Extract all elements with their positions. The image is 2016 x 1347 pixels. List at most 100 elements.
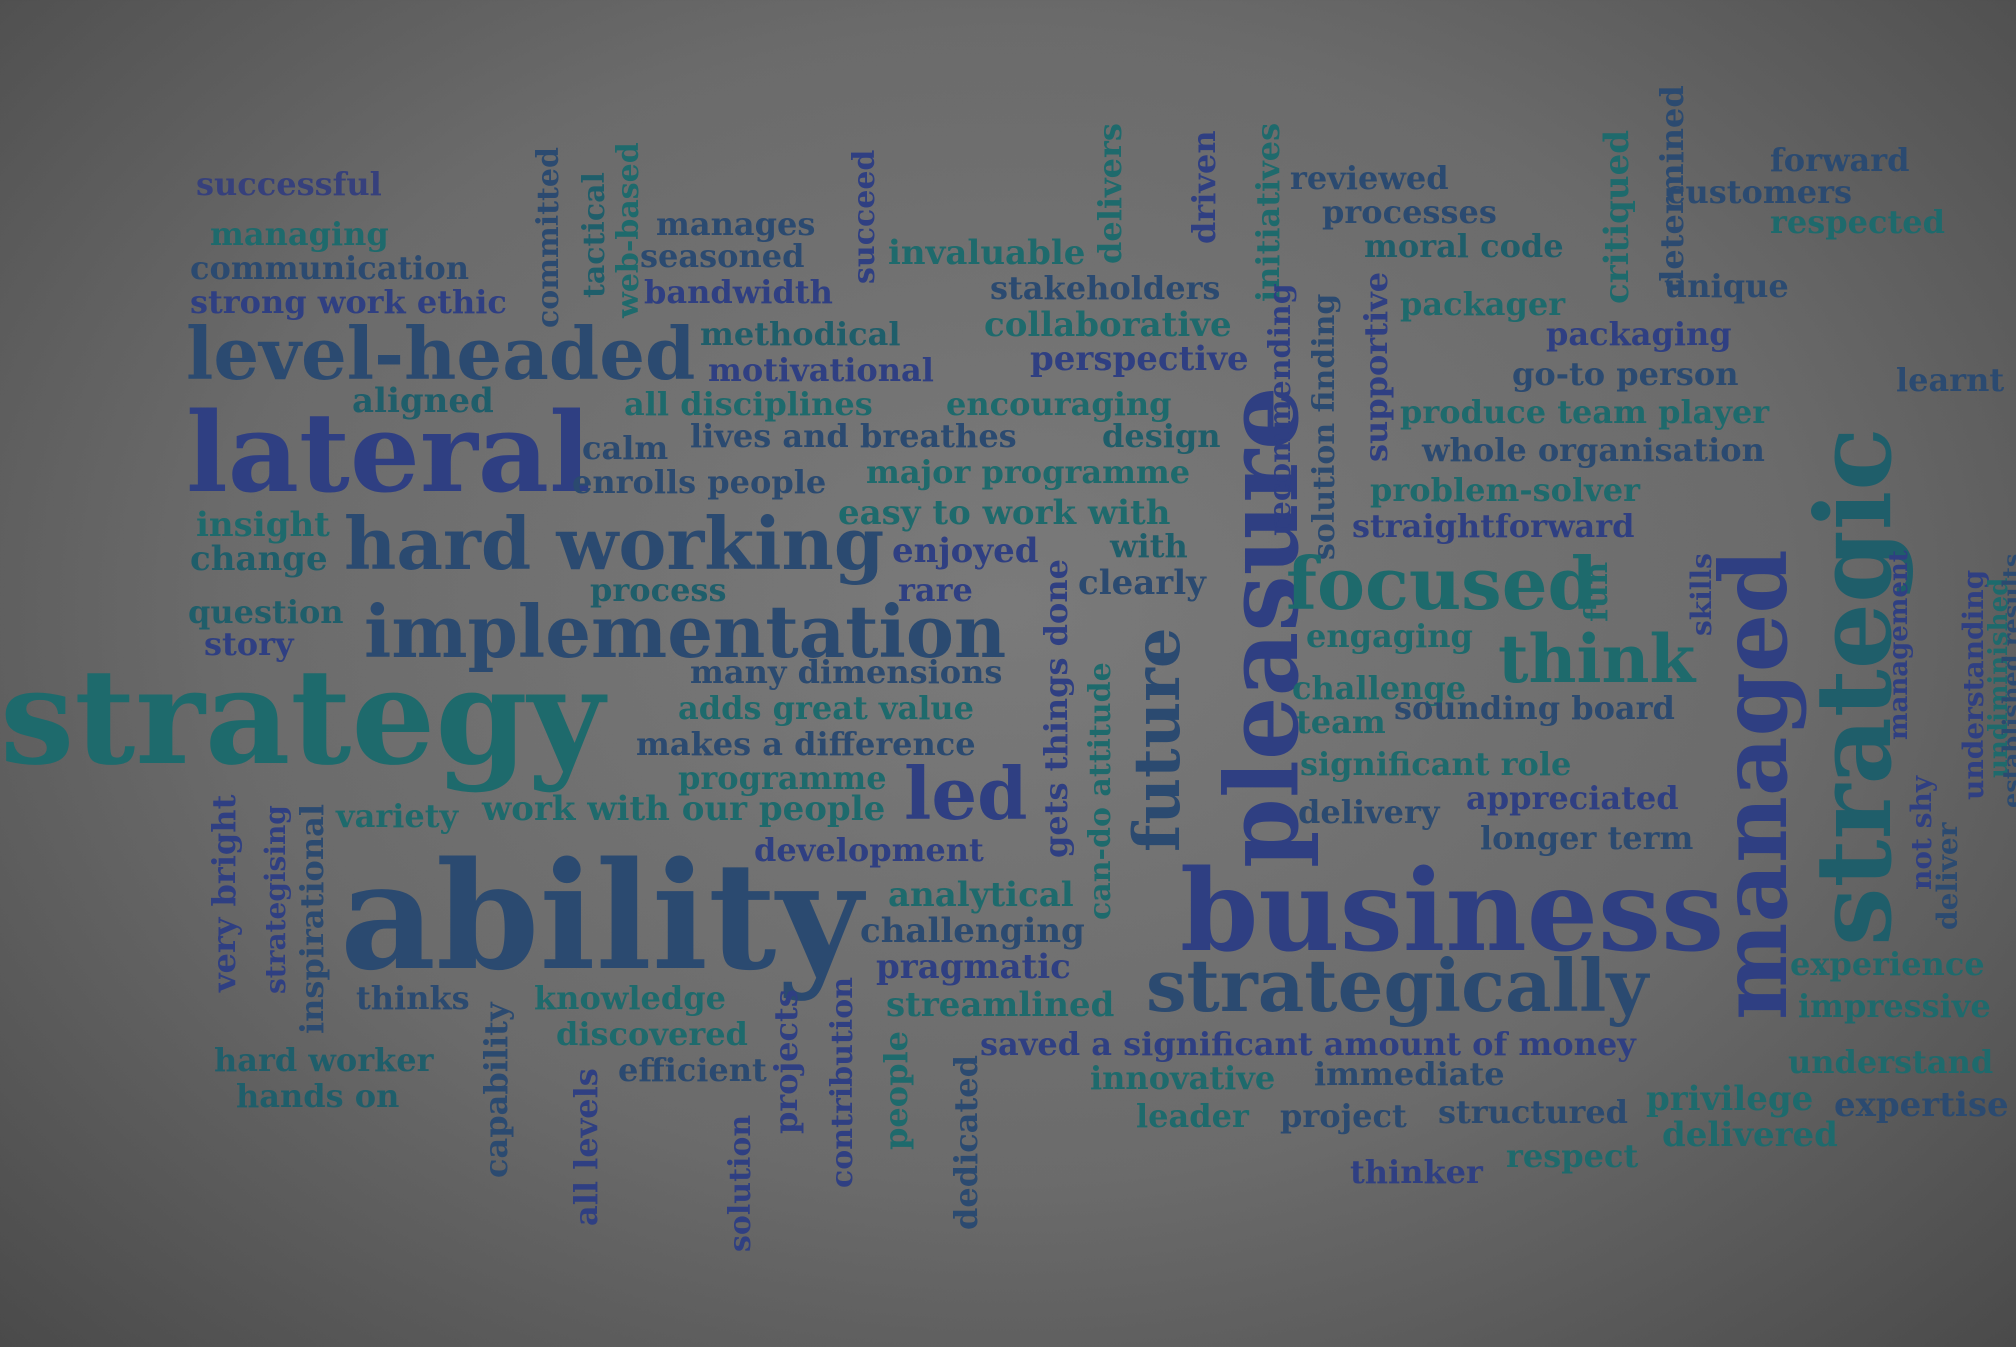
word-future: future bbox=[1120, 627, 1195, 852]
word-rare: rare bbox=[898, 571, 973, 609]
word-enjoyed: enjoyed bbox=[892, 531, 1039, 571]
word-encouraging: encouraging bbox=[946, 385, 1172, 423]
word-work-with-our-people: work with our people bbox=[482, 789, 886, 829]
word-reviewed: reviewed bbox=[1290, 159, 1449, 197]
word-think: think bbox=[1498, 620, 1696, 698]
word-clearly: clearly bbox=[1078, 563, 1206, 603]
word-lives-and-breathes: lives and breathes bbox=[690, 417, 1017, 455]
word-significant-role: significant role bbox=[1300, 745, 1572, 783]
word-packager: packager bbox=[1400, 285, 1566, 323]
word-go-to-person: go-to person bbox=[1512, 355, 1739, 393]
word-privilege: privilege bbox=[1646, 1079, 1814, 1119]
word-projects: projects bbox=[767, 989, 805, 1134]
word-with: with bbox=[1110, 527, 1188, 565]
word-efficient: efficient bbox=[618, 1051, 767, 1089]
word-level-headed: level-headed bbox=[186, 311, 696, 396]
word-story: story bbox=[204, 625, 294, 663]
word-programme: programme bbox=[678, 759, 887, 797]
word-gets-things-done: gets things done bbox=[1037, 558, 1075, 858]
word-strategy: strategy bbox=[0, 640, 605, 795]
word-experience: experience bbox=[1790, 945, 1985, 983]
word-insight: insight bbox=[196, 505, 330, 545]
word-management: management bbox=[1884, 550, 1914, 740]
word-design: design bbox=[1102, 417, 1221, 455]
word-respected: respected bbox=[1770, 203, 1945, 241]
word-can-do-attitude: can-do attitude bbox=[1083, 662, 1118, 920]
word-initiatives: initiatives bbox=[1249, 122, 1287, 302]
word-aligned: aligned bbox=[352, 381, 494, 421]
word-very-bright: very bright bbox=[205, 794, 243, 992]
word-succeed: succeed bbox=[847, 149, 882, 284]
word-produce-team-player: produce team player bbox=[1400, 393, 1770, 431]
word-problem-solver: problem-solver bbox=[1370, 471, 1640, 509]
word-led: led bbox=[904, 751, 1028, 836]
word-calm: calm bbox=[582, 429, 669, 467]
word-moral-code: moral code bbox=[1364, 227, 1564, 265]
word-delivers: delivers bbox=[1091, 123, 1129, 264]
word-expertise: expertise bbox=[1834, 1085, 2009, 1125]
word-business: business bbox=[1180, 846, 1725, 977]
word-successful: successful bbox=[196, 165, 382, 203]
word-respect: respect bbox=[1506, 1137, 1639, 1175]
word-engaging: engaging bbox=[1306, 617, 1473, 655]
word-challenge: challenge bbox=[1292, 669, 1467, 707]
word-hard-worker: hard worker bbox=[214, 1041, 434, 1079]
word-all-levels: all levels bbox=[567, 1068, 605, 1226]
word-forward: forward bbox=[1770, 141, 1910, 179]
word-lateral: lateral bbox=[186, 388, 591, 517]
word-unique: unique bbox=[1664, 267, 1789, 305]
word-stakeholders: stakeholders bbox=[990, 269, 1221, 307]
word-hands-on: hands on bbox=[236, 1077, 400, 1115]
word-team: team bbox=[1296, 703, 1386, 741]
word-dedicated: dedicated bbox=[947, 1055, 985, 1230]
word-straightforward: straightforward bbox=[1352, 507, 1635, 545]
word-collaborative: collaborative bbox=[984, 305, 1232, 345]
word-leader: leader bbox=[1136, 1097, 1249, 1135]
word-capability: capability bbox=[477, 1002, 515, 1178]
word-strategising: strategising bbox=[259, 805, 292, 994]
word-bandwidth: bandwidth bbox=[644, 273, 833, 311]
word-people: people bbox=[877, 1031, 915, 1150]
word-managing: managing bbox=[210, 215, 389, 253]
word-packaging: packaging bbox=[1546, 315, 1732, 353]
word-perspective: perspective bbox=[1030, 339, 1249, 379]
word-supportive: supportive bbox=[1357, 271, 1395, 462]
word-discovered: discovered bbox=[556, 1015, 748, 1053]
word-project: project bbox=[1280, 1097, 1407, 1135]
word-easy-to-work-with: easy to work with bbox=[838, 493, 1171, 533]
word-longer-term: longer term bbox=[1480, 819, 1694, 857]
word-strong-work-ethic: strong work ethic bbox=[190, 283, 507, 321]
word-process: process bbox=[590, 571, 727, 609]
word-critiqued: critiqued bbox=[1597, 129, 1637, 304]
word-makes-a-difference: makes a difference bbox=[636, 725, 976, 763]
word-deliver: deliver bbox=[1931, 822, 1964, 930]
word-change: change bbox=[190, 539, 328, 579]
word-knowledge: knowledge bbox=[534, 979, 726, 1017]
word-learnt: learnt bbox=[1896, 361, 2005, 399]
word-challenging: challenging bbox=[860, 911, 1085, 951]
word-pragmatic: pragmatic bbox=[876, 947, 1071, 987]
word-invaluable: invaluable bbox=[888, 233, 1086, 273]
word-saved-a-significant-amount-of-money: saved a significant amount of money bbox=[980, 1025, 1636, 1063]
word-many-dimensions: many dimensions bbox=[690, 653, 1003, 691]
word-major-programme: major programme bbox=[866, 453, 1191, 491]
word-development: development bbox=[754, 831, 984, 869]
word-processes: processes bbox=[1322, 193, 1497, 231]
word-delivered: delivered bbox=[1662, 1115, 1838, 1155]
word-committed: committed bbox=[531, 147, 566, 328]
word-manages: manages bbox=[656, 205, 816, 243]
word-innovative: innovative bbox=[1090, 1059, 1276, 1097]
word-analytical: analytical bbox=[888, 875, 1074, 915]
word-hard-working: hard working bbox=[344, 501, 885, 586]
word-motivational: motivational bbox=[708, 351, 934, 389]
word-question: question bbox=[188, 593, 344, 631]
word-variety: variety bbox=[336, 797, 459, 835]
word-strategically: strategically bbox=[1146, 943, 1649, 1028]
word-established-results: established results bbox=[1997, 553, 2016, 808]
word-understand: understand bbox=[1788, 1043, 1994, 1081]
word-impressive: impressive bbox=[1798, 987, 1991, 1025]
word-thinks: thinks bbox=[356, 979, 470, 1017]
word-inspirational: inspirational bbox=[293, 804, 331, 1034]
word-enrolls-people: enrolls people bbox=[572, 463, 827, 501]
